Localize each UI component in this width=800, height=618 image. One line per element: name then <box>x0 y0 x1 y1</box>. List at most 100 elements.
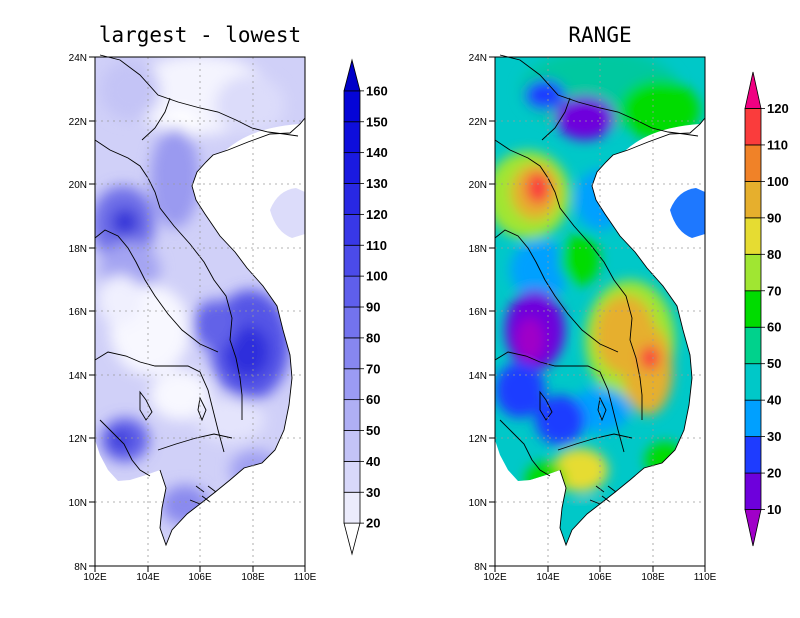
left-map-panel: 102E 104E 106E 108E 110E 8N 10N 12N 14N … <box>69 23 388 583</box>
colorbar-label: 50 <box>767 356 781 371</box>
colorbar-swatch <box>744 71 762 109</box>
x-tick-label: 102E <box>483 572 507 583</box>
right-y-tick-labels: 8N 10N 12N 14N 16N 18N 20N 22N 24N <box>469 53 487 573</box>
colorbar-swatch <box>343 121 361 154</box>
y-tick-label: 24N <box>69 53 87 64</box>
y-tick-label: 22N <box>69 117 87 128</box>
colorbar-swatch <box>744 472 762 510</box>
x-tick-label: 108E <box>241 572 265 583</box>
colorbar-label: 150 <box>366 114 388 129</box>
colorbar-label: 80 <box>767 247 781 262</box>
left-x-tick-labels: 102E 104E 106E 108E 110E <box>83 572 316 583</box>
colorbar-swatch <box>744 180 762 219</box>
y-tick-label: 10N <box>69 498 87 509</box>
y-tick-label: 14N <box>469 371 487 382</box>
colorbar-label: 130 <box>366 176 388 191</box>
colorbar-swatch <box>744 290 762 328</box>
colorbar-label: 60 <box>366 392 380 407</box>
colorbar-swatch <box>744 144 762 182</box>
x-tick-label: 110E <box>694 572 717 583</box>
colorbar-label: 20 <box>366 516 380 531</box>
y-tick-label: 8N <box>474 562 487 573</box>
colorbar-label: 110 <box>366 238 387 253</box>
right-hainan-island <box>670 188 705 238</box>
right-gridlines <box>495 57 705 566</box>
right-map-panel: 102E 104E 106E 108E 110E 8N 10N 12N 14N … <box>469 23 789 583</box>
colorbar-swatch <box>744 253 762 292</box>
left-panel-title: largest - lowest <box>99 23 301 47</box>
colorbar-swatch <box>343 399 361 431</box>
y-tick-label: 12N <box>69 434 87 445</box>
colorbar-label: 120 <box>366 207 388 222</box>
y-tick-label: 18N <box>469 244 487 255</box>
colorbar-swatch <box>343 244 361 277</box>
y-tick-label: 12N <box>469 434 487 445</box>
left-colorbar: 20 30 40 50 60 70 80 90 100 110 120 130 140 150 160 <box>343 58 388 556</box>
y-tick-label: 24N <box>469 53 487 64</box>
right-x-tick-labels: 102E 104E 106E 108E 110E <box>483 572 716 583</box>
right-axis-ticks <box>489 56 706 572</box>
y-tick-label: 22N <box>469 117 487 128</box>
colorbar-swatch <box>744 436 762 474</box>
colorbar-label: 120 <box>767 101 789 116</box>
y-tick-label: 18N <box>69 244 87 255</box>
colorbar-label: 90 <box>366 300 380 315</box>
colorbar-swatch <box>343 152 361 184</box>
x-tick-label: 106E <box>588 572 612 583</box>
colorbar-swatch <box>343 368 361 401</box>
y-tick-label: 16N <box>69 307 87 318</box>
colorbar-label: 40 <box>366 454 380 469</box>
left-hainan-island <box>270 188 305 238</box>
colorbar-swatch <box>343 337 361 370</box>
right-contour-field <box>495 57 705 545</box>
colorbar-swatch <box>744 108 762 146</box>
colorbar-label: 110 <box>767 137 788 152</box>
colorbar-swatch <box>744 399 762 438</box>
colorbar-label: 90 <box>767 210 781 225</box>
right-borders <box>494 54 706 547</box>
y-tick-label: 20N <box>69 180 87 191</box>
y-tick-label: 20N <box>469 180 487 191</box>
colorbar-swatch <box>343 183 361 215</box>
colorbar-swatch <box>343 522 361 556</box>
y-tick-label: 10N <box>469 498 487 509</box>
colorbar-label: 80 <box>366 330 380 345</box>
colorbar-swatch <box>744 217 762 255</box>
left-y-tick-labels: 8N 10N 12N 14N 16N 18N 20N 22N 24N <box>69 53 87 573</box>
x-tick-label: 104E <box>136 572 160 583</box>
left-axis-ticks <box>89 56 306 572</box>
x-tick-label: 102E <box>83 572 107 583</box>
colorbar-swatch <box>744 326 762 365</box>
y-tick-label: 16N <box>469 307 487 318</box>
colorbar-label: 20 <box>767 466 781 481</box>
colorbar-label: 100 <box>366 269 388 284</box>
colorbar-label: 70 <box>767 283 781 298</box>
left-borders <box>94 54 306 547</box>
x-tick-label: 108E <box>641 572 665 583</box>
colorbar-swatch <box>343 213 361 246</box>
left-gridlines <box>95 57 305 566</box>
colorbar-label: 70 <box>366 361 380 376</box>
x-tick-label: 106E <box>188 572 212 583</box>
right-colorbar: 10 20 30 40 50 60 70 80 90 100 110 120 <box>744 71 789 547</box>
y-tick-label: 14N <box>69 371 87 382</box>
colorbar-swatch <box>343 58 361 92</box>
colorbar-label: 40 <box>767 393 781 408</box>
y-tick-label: 8N <box>74 562 87 573</box>
colorbar-label: 30 <box>366 485 380 500</box>
colorbar-swatch <box>343 275 361 308</box>
colorbar-label: 30 <box>767 429 781 444</box>
colorbar-label: 160 <box>366 83 388 98</box>
colorbar-swatch <box>343 430 361 462</box>
colorbar-label: 10 <box>767 502 781 517</box>
colorbar-swatch <box>343 306 361 339</box>
x-tick-label: 104E <box>536 572 560 583</box>
colorbar-label: 60 <box>767 320 781 335</box>
colorbar-swatch <box>343 491 361 524</box>
colorbar-label: 100 <box>767 174 789 189</box>
colorbar-label: 140 <box>366 145 388 160</box>
colorbar-swatch <box>744 509 762 547</box>
colorbar-swatch <box>343 90 361 123</box>
right-panel-title: RANGE <box>568 23 631 47</box>
